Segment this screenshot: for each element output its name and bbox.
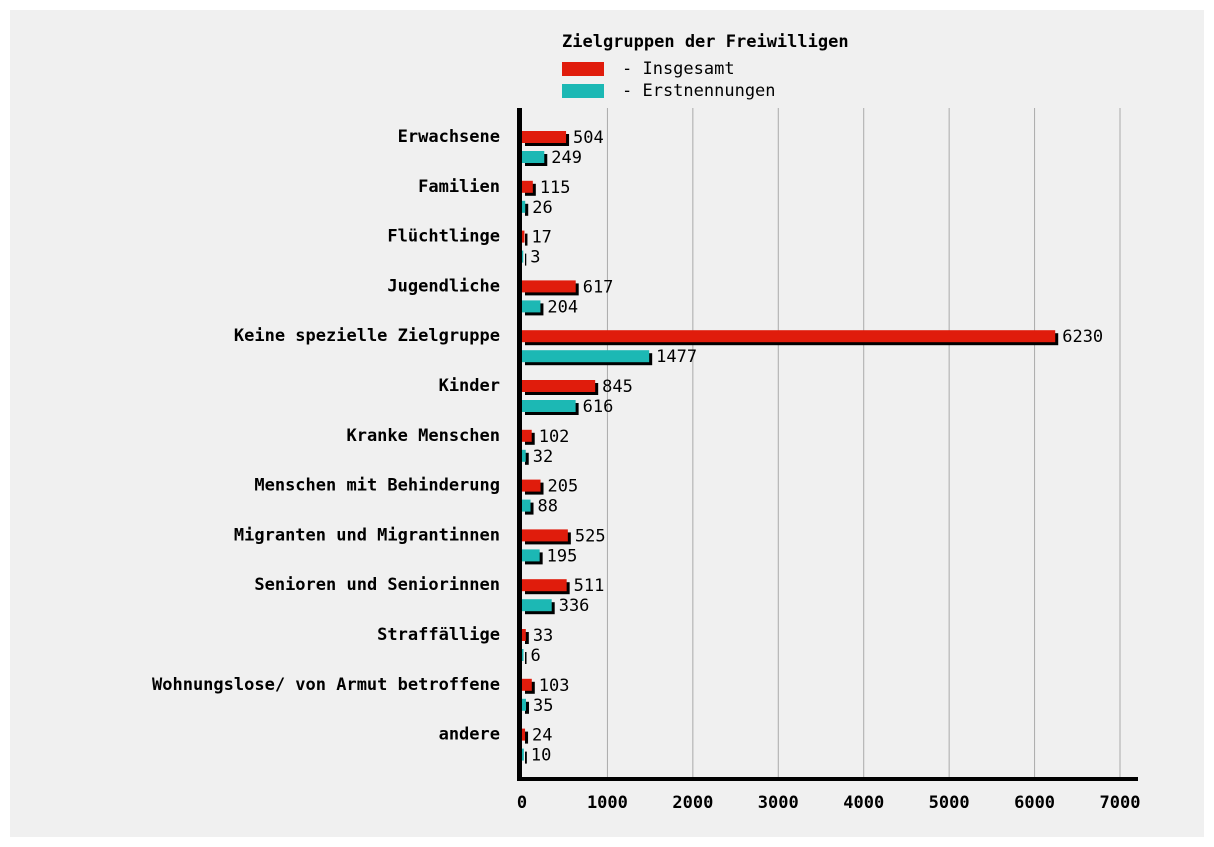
bar — [522, 549, 540, 562]
y-tick-label: Erwachsene — [398, 127, 500, 147]
bar-shadow — [525, 452, 529, 465]
y-tick-label: Senioren und Seniorinnen — [254, 575, 500, 595]
value-label: 88 — [538, 497, 558, 517]
bar — [522, 250, 524, 263]
bar-shadow — [525, 233, 528, 246]
value-label: 35 — [533, 696, 553, 716]
y-tick-label: Kinder — [439, 376, 500, 396]
value-label: 115 — [540, 178, 571, 198]
bar — [522, 300, 541, 313]
bar-shadow — [525, 253, 527, 266]
value-label: 1477 — [656, 347, 697, 367]
x-tick-label: 1000 — [587, 793, 628, 813]
bar — [522, 280, 576, 293]
bar — [522, 579, 567, 592]
value-label: 3 — [530, 248, 540, 268]
y-tick-label: Kranke Menschen — [346, 426, 500, 446]
bar-shadow — [525, 731, 529, 744]
y-tick-label: Menschen mit Behinderung — [254, 476, 500, 496]
value-label: 336 — [559, 596, 590, 616]
bar — [522, 151, 545, 163]
bar — [522, 599, 552, 612]
x-tick-label: 4000 — [843, 793, 884, 813]
bar — [522, 400, 576, 412]
value-label: 102 — [539, 427, 570, 447]
bar — [522, 200, 526, 213]
value-label: 845 — [602, 377, 633, 397]
legend-swatch — [562, 84, 604, 98]
y-tick-label: andere — [439, 725, 500, 745]
bar-shadow — [525, 652, 527, 664]
bar-shadow — [525, 701, 529, 714]
bar-shadow — [525, 751, 527, 764]
value-label: 6230 — [1062, 327, 1103, 347]
x-axis — [517, 777, 1138, 781]
legend-label: - Insgesamt — [622, 59, 735, 79]
y-tick-label: Familien — [418, 177, 500, 197]
value-label: 617 — [583, 277, 614, 297]
bar — [522, 449, 526, 462]
bar — [522, 479, 541, 492]
value-label: 195 — [547, 546, 578, 566]
value-label: 504 — [573, 128, 604, 148]
value-label: 6 — [531, 646, 541, 666]
bar — [522, 499, 531, 512]
bar — [522, 380, 596, 392]
value-label: 26 — [532, 198, 552, 218]
x-tick-label: 3000 — [758, 793, 799, 813]
bar — [522, 350, 650, 363]
y-tick-label: Wohnungslose/ von Armut betroffene — [152, 675, 500, 695]
y-tick-label: Straffällige — [377, 625, 500, 645]
chart-title: Zielgruppen der Freiwilligen — [562, 32, 849, 52]
x-tick-label: 2000 — [672, 793, 713, 813]
value-label: 511 — [574, 576, 605, 596]
x-tick-label: 0 — [517, 793, 527, 813]
legend-swatch — [562, 62, 604, 76]
bar — [522, 649, 524, 661]
bar-shadow — [525, 632, 529, 644]
bar-shadow — [525, 203, 529, 216]
bar — [522, 131, 567, 143]
y-axis — [517, 108, 522, 781]
bar — [522, 330, 1056, 343]
bar — [522, 678, 532, 691]
value-label: 33 — [533, 626, 553, 646]
bar — [522, 429, 532, 442]
x-tick-label: 5000 — [929, 793, 970, 813]
y-tick-label: Jugendliche — [387, 276, 500, 296]
value-label: 32 — [533, 447, 553, 467]
y-tick-label: Keine spezielle Zielgruppe — [234, 326, 500, 346]
x-tick-label: 7000 — [1100, 793, 1141, 813]
bar — [522, 698, 526, 711]
value-label: 616 — [583, 397, 614, 417]
value-label: 24 — [532, 726, 552, 746]
bar — [522, 748, 524, 761]
bar — [522, 230, 525, 243]
x-tick-label: 6000 — [1014, 793, 1055, 813]
bar — [522, 728, 526, 741]
value-label: 10 — [531, 746, 551, 766]
value-label: 525 — [575, 526, 606, 546]
bar — [522, 529, 568, 542]
value-label: 103 — [539, 676, 570, 696]
bar — [522, 629, 526, 641]
value-label: 205 — [548, 477, 579, 497]
y-tick-label: Flüchtlinge — [387, 227, 500, 247]
y-tick-label: Migranten und Migrantinnen — [234, 525, 500, 545]
value-label: 204 — [547, 297, 578, 317]
bar — [522, 180, 533, 193]
value-label: 17 — [531, 228, 551, 248]
legend-label: - Erstnennungen — [622, 81, 776, 101]
value-label: 249 — [551, 148, 582, 168]
